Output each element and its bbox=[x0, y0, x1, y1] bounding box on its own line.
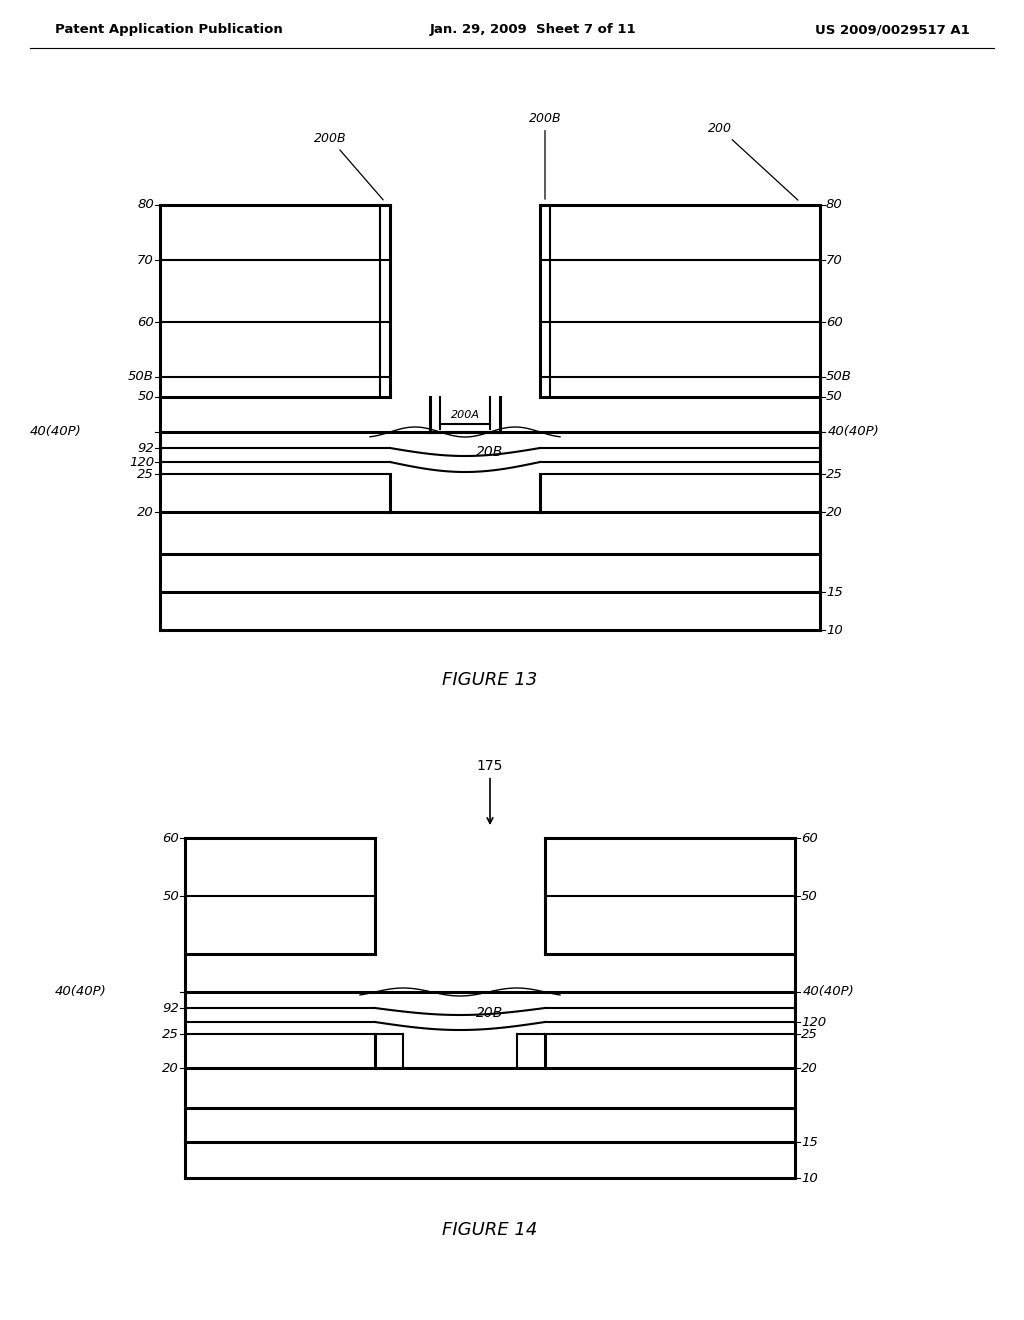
Text: Jan. 29, 2009  Sheet 7 of 11: Jan. 29, 2009 Sheet 7 of 11 bbox=[430, 24, 637, 37]
Text: 92: 92 bbox=[137, 441, 154, 454]
Text: 175: 175 bbox=[477, 759, 503, 824]
Text: 40(40P): 40(40P) bbox=[828, 425, 880, 438]
Text: 20: 20 bbox=[137, 506, 154, 519]
Text: 15: 15 bbox=[826, 586, 843, 598]
Text: 15: 15 bbox=[801, 1135, 818, 1148]
Text: 20: 20 bbox=[801, 1061, 818, 1074]
Text: FIGURE 14: FIGURE 14 bbox=[442, 1221, 538, 1239]
Text: 70: 70 bbox=[137, 253, 154, 267]
Text: 50B: 50B bbox=[128, 371, 154, 384]
Text: 25: 25 bbox=[826, 467, 843, 480]
Text: 50: 50 bbox=[826, 391, 843, 404]
Text: 200B: 200B bbox=[313, 132, 383, 199]
Text: 40(40P): 40(40P) bbox=[55, 986, 106, 998]
Text: 40(40P): 40(40P) bbox=[803, 986, 855, 998]
Text: 120: 120 bbox=[129, 455, 154, 469]
Text: US 2009/0029517 A1: US 2009/0029517 A1 bbox=[815, 24, 970, 37]
Text: 60: 60 bbox=[801, 832, 818, 845]
Text: 50: 50 bbox=[137, 391, 154, 404]
Text: FIGURE 13: FIGURE 13 bbox=[442, 671, 538, 689]
Text: 25: 25 bbox=[137, 467, 154, 480]
Text: 200: 200 bbox=[708, 121, 798, 201]
Text: 60: 60 bbox=[137, 315, 154, 329]
Text: 10: 10 bbox=[801, 1172, 818, 1184]
Text: Patent Application Publication: Patent Application Publication bbox=[55, 24, 283, 37]
Text: 70: 70 bbox=[826, 253, 843, 267]
Text: 200B: 200B bbox=[528, 112, 561, 199]
Text: 20B: 20B bbox=[476, 445, 504, 459]
Text: 200A: 200A bbox=[451, 409, 479, 420]
Text: 10: 10 bbox=[826, 623, 843, 636]
Text: 20: 20 bbox=[826, 506, 843, 519]
Text: 92: 92 bbox=[162, 1002, 179, 1015]
Text: 25: 25 bbox=[801, 1027, 818, 1040]
Text: 60: 60 bbox=[826, 315, 843, 329]
Text: 25: 25 bbox=[162, 1027, 179, 1040]
Text: 20: 20 bbox=[162, 1061, 179, 1074]
Text: 50B: 50B bbox=[826, 371, 852, 384]
Text: 120: 120 bbox=[801, 1015, 826, 1028]
Text: 60: 60 bbox=[162, 832, 179, 845]
Text: 80: 80 bbox=[826, 198, 843, 211]
Text: 20B: 20B bbox=[476, 1006, 504, 1020]
Text: 50: 50 bbox=[162, 890, 179, 903]
Text: 50: 50 bbox=[801, 890, 818, 903]
Text: 40(40P): 40(40P) bbox=[31, 425, 82, 438]
Text: 80: 80 bbox=[137, 198, 154, 211]
